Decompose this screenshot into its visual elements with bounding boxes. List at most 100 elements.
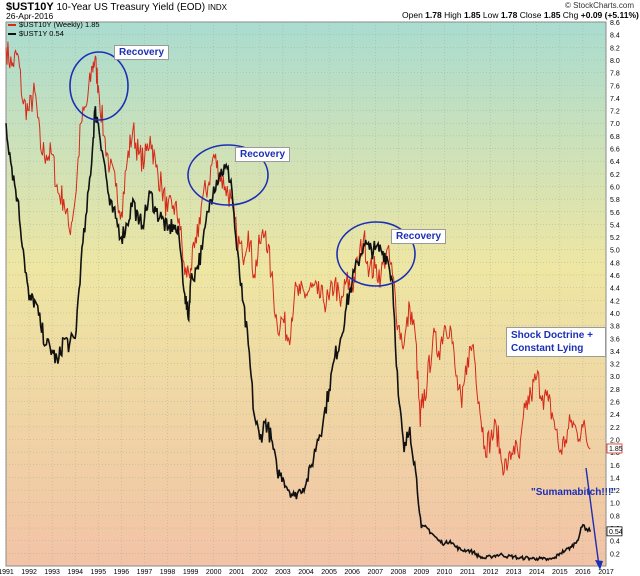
y-tick-label: 2.2 [610,425,620,432]
legend-item-ust10y: $UST10Y (Weekly) 1.85 [8,20,100,29]
x-tick-label: 1995 [91,569,107,576]
y-tick-label: 2.8 [610,387,620,394]
x-tick-label: 1993 [44,569,60,576]
y-axis: 0.20.40.60.81.01.21.41.61.82.02.22.42.62… [610,20,620,558]
y-tick-label: 1.8 [610,450,620,457]
y-tick-label: 4.2 [610,298,620,305]
x-tick-label: 2016 [575,569,591,576]
x-tick-label: 1992 [21,569,37,576]
y-tick-label: 5.2 [610,235,620,242]
legend-item-ust1y: $UST1Y 0.54 [8,29,100,38]
x-tick-label: 1991 [0,569,14,576]
last-value-box-ust1y [606,526,623,537]
y-tick-label: 7.6 [610,83,620,90]
x-tick-label: 2000 [206,569,222,576]
high-value: 1.85 [463,10,481,20]
x-tick-label: 2008 [391,569,407,576]
y-tick-label: 7.2 [610,109,620,116]
x-tick-label: 2009 [414,569,430,576]
last-value-ust1y: 0.54 [609,529,623,536]
annotation-recovery-3: Recovery [391,229,447,244]
annotation-arrowhead [595,560,603,570]
legend-swatch [8,23,16,26]
series-line-ust10y [5,41,591,476]
y-tick-label: 1.0 [610,501,620,508]
annotation-arrow [585,467,600,567]
y-tick-label: 4.6 [610,273,620,280]
legend: $UST10Y (Weekly) 1.85 $UST1Y 0.54 [8,20,100,38]
last-value-box-ust10y [606,443,623,454]
recovery-circle-3 [336,221,416,287]
chart-title: $UST10Y 10-Year US Treasury Yield (EOD) … [6,1,227,13]
brand-watermark: © StockCharts.com [564,1,634,10]
y-tick-label: 1.2 [610,488,620,495]
x-tick-label: 2014 [529,569,545,576]
y-tick-label: 5.0 [610,248,620,255]
y-tick-label: 1.4 [610,475,620,482]
y-tick-label: 2.6 [610,400,620,407]
x-tick-label: 2015 [552,569,568,576]
y-tick-label: 5.8 [610,197,620,204]
y-tick-label: 8.0 [610,58,620,65]
y-tick-label: 4.8 [610,260,620,267]
y-tick-label: 8.4 [610,33,620,40]
y-tick-label: 5.6 [610,210,620,217]
last-value-tags: 1.85 0.54 [606,443,623,537]
recovery-circle-1 [69,51,129,121]
y-tick-label: 3.2 [610,362,620,369]
x-tick-label: 2003 [275,569,291,576]
y-tick-label: 2.4 [610,412,620,419]
y-tick-label: 2.0 [610,437,620,444]
legend-swatch [8,32,16,35]
y-tick-label: 6.6 [610,147,620,154]
recovery-circle-2 [187,144,269,206]
close-value: 1.85 [543,10,561,20]
y-tick-label: 3.6 [610,336,620,343]
y-tick-label: 7.4 [610,96,620,103]
x-tick-label: 1999 [183,569,199,576]
y-tick-label: 7.8 [610,71,620,78]
exchange: INDX [207,3,227,12]
y-tick-label: 6.8 [610,134,620,141]
x-tick-label: 1997 [137,569,153,576]
x-tick-label: 2002 [252,569,268,576]
x-tick-label: 2007 [367,569,383,576]
low-value: 1.78 [500,10,518,20]
y-tick-label: 5.4 [610,222,620,229]
y-tick-label: 3.8 [610,324,620,331]
x-tick-label: 2005 [321,569,337,576]
annotation-recovery-1: Recovery [114,45,170,60]
annotation-suma: "Sumamabitch!!!" [531,487,617,498]
annotation-shock: Shock Doctrine + Constant Lying [506,327,606,357]
x-tick-label: 1998 [160,569,176,576]
change-value: +0.09 (+5.11%) [580,10,639,20]
annotation-recovery-2: Recovery [235,147,291,162]
series-line-ust1y [5,106,592,562]
y-tick-label: 6.4 [610,159,620,166]
x-tick-label: 2006 [344,569,360,576]
y-tick-label: 3.4 [610,349,620,356]
y-tick-label: 3.0 [610,374,620,381]
x-tick-label: 2012 [483,569,499,576]
y-tick-label: 1.6 [610,463,620,470]
x-tick-label: 2004 [298,569,314,576]
y-tick-label: 0.2 [610,551,620,558]
x-tick-label: 2013 [506,569,522,576]
ohlc-readout: Open 1.78 High 1.85 Low 1.78 Close 1.85 … [402,10,639,20]
y-tick-label: 0.4 [610,539,620,546]
y-tick-label: 8.2 [610,45,620,52]
y-tick-label: 6.0 [610,184,620,191]
y-tick-label: 0.8 [610,513,620,520]
symbol: $UST10Y [6,1,54,13]
chart-date: 26-Apr-2016 [6,11,54,21]
x-tick-label: 2017 [598,569,614,576]
y-tick-label: 7.0 [610,121,620,128]
y-tick-label: 6.2 [610,172,620,179]
y-tick-label: 4.0 [610,311,620,318]
x-tick-label: 2001 [229,569,245,576]
description: 10-Year US Treasury Yield (EOD) [56,2,206,13]
open-value: 1.78 [425,10,442,20]
y-tick-label: 8.6 [610,20,620,27]
x-tick-label: 1994 [67,569,83,576]
